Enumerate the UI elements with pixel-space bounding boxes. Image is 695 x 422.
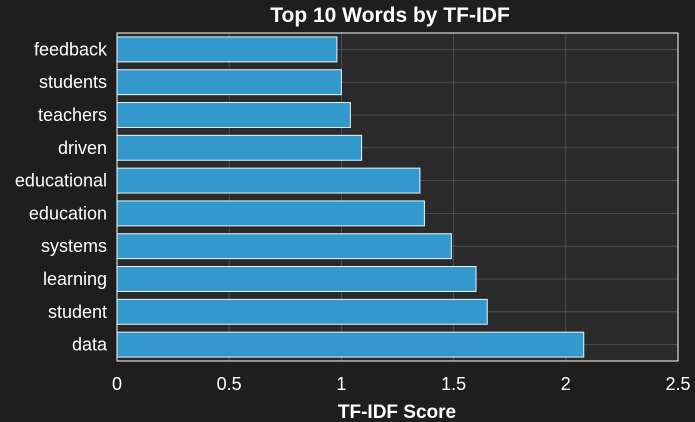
bar-student [116,298,488,325]
x-tick-label: 2 [561,374,571,394]
category-labels: data student learning systems education educa… [15,39,108,354]
category-label-feedback: feedback [34,39,108,59]
x-axis-label: TF-IDF Score [338,402,456,422]
category-label-teachers: teachers [38,105,107,125]
category-label-data: data [72,335,108,355]
bar-teachers [116,102,351,128]
x-tick-label: 1 [336,374,346,394]
x-tick-label: 1.5 [441,374,466,394]
category-label-systems: systems [41,236,107,256]
bar-driven [116,134,363,161]
bar-data [116,331,585,358]
category-label-student: student [48,302,107,322]
bar-students [116,69,342,96]
category-label-students: students [39,72,107,92]
category-label-education: education [29,203,107,223]
bar-education [116,200,425,227]
bar-learning [116,266,477,292]
bar-systems [116,233,452,260]
plot-frame [116,32,679,362]
x-tick-label: 0 [112,374,122,394]
x-tick-label: 2.5 [665,374,690,394]
category-label-driven: driven [58,138,107,158]
category-label-educational: educational [15,171,107,191]
x-tick-labels: 0 0.5 1 1.5 2 2.5 [112,374,691,394]
x-tick-label: 0.5 [217,374,242,394]
chart-title: Top 10 Words by TF-IDF [270,4,510,27]
bar-educational [116,167,421,194]
bars [116,36,585,358]
category-label-learning: learning [43,269,107,289]
bar-feedback [116,36,338,63]
